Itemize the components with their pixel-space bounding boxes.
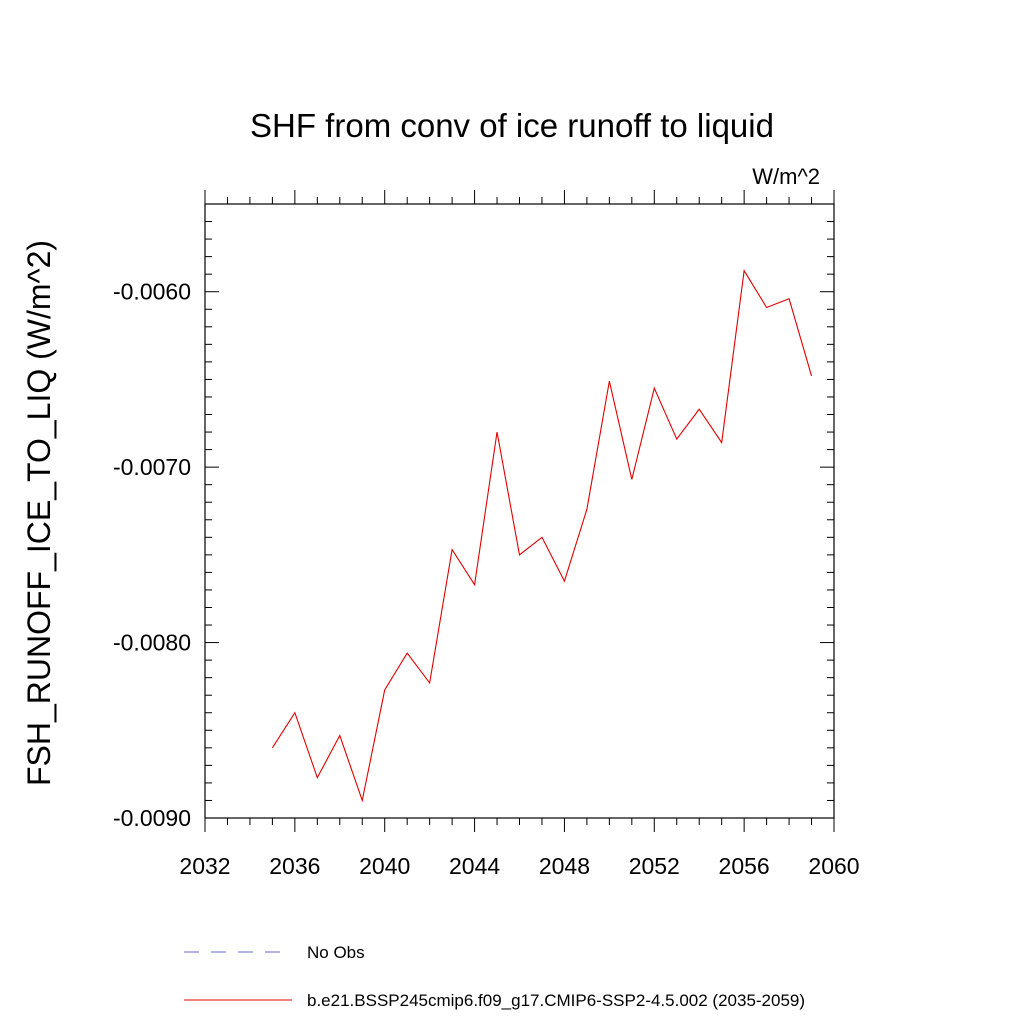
y-tick-label: -0.0060 [113,279,191,305]
units-label: W/m^2 [752,164,820,189]
y-tick-label: -0.0070 [113,454,191,480]
y-tick-label: -0.0080 [113,630,191,656]
y-tick-label: -0.0090 [113,805,191,831]
x-tick-label: 2056 [719,853,770,879]
legend-label-no-obs: No Obs [307,943,365,962]
x-tick-label: 2036 [269,853,320,879]
x-tick-label: 2052 [629,853,680,879]
axis-ticks: 2032 2036 2040 2044 2048 2052 2056 2060 -0.0090 -… [113,190,860,879]
legend: No Obs b.e21.BSSP245cmip6.f09_g17.CMIP6-… [184,943,805,1010]
x-tick-label: 2044 [449,853,500,879]
x-tick-label: 2060 [808,853,859,879]
series-layer [271,269,813,803]
chart-title: SHF from conv of ice runoff to liquid [250,107,774,144]
x-tick-label: 2032 [179,853,230,879]
y-axis-label: FSH_RUNOFF_ICE_TO_LIQ (W/m^2) [21,240,57,786]
legend-label-model-run: b.e21.BSSP245cmip6.f09_g17.CMIP6-SSP2-4.… [307,991,805,1010]
series-line-0 [271,269,813,803]
x-tick-label: 2048 [539,853,590,879]
x-tick-label: 2040 [359,853,410,879]
